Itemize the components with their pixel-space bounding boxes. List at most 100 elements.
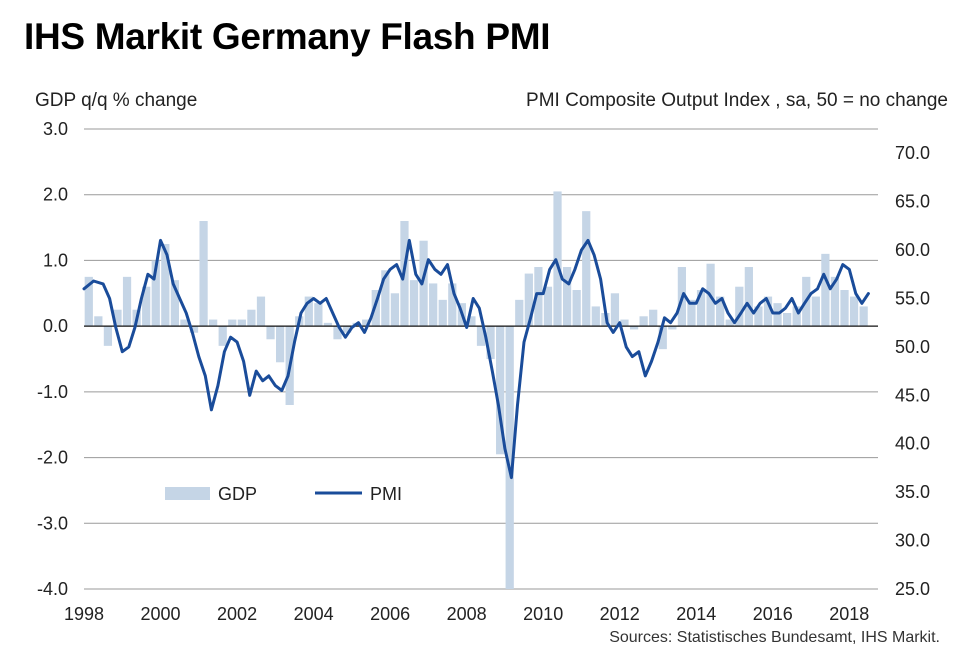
gdp-bar bbox=[84, 276, 93, 327]
x-tick-label: 2016 bbox=[753, 604, 793, 624]
gdp-bar bbox=[476, 326, 486, 346]
x-tick-label: 2000 bbox=[141, 604, 181, 624]
x-tick-label: 2018 bbox=[829, 604, 869, 624]
right-tick-label: 55.0 bbox=[895, 288, 930, 308]
gdp-bar bbox=[639, 316, 648, 327]
gdp-bar bbox=[381, 270, 390, 327]
gdp-bar bbox=[228, 319, 237, 327]
left-tick-label: -3.0 bbox=[37, 513, 68, 533]
right-tick-label: 30.0 bbox=[895, 531, 930, 551]
gdp-bar bbox=[610, 293, 620, 327]
gdp-bar bbox=[314, 303, 323, 327]
gdp-bar bbox=[333, 326, 342, 340]
left-tick-label: -2.0 bbox=[37, 448, 68, 468]
gdp-bar bbox=[830, 276, 840, 327]
gdp-bar bbox=[496, 326, 505, 455]
gdp-bar bbox=[591, 306, 600, 327]
gdp-bar bbox=[362, 319, 371, 327]
right-tick-label: 25.0 bbox=[895, 579, 930, 599]
gdp-bar bbox=[792, 306, 801, 327]
gdp-bar bbox=[515, 299, 524, 327]
left-tick-label: 3.0 bbox=[43, 119, 68, 139]
x-tick-label: 2008 bbox=[447, 604, 487, 624]
gdp-bar bbox=[582, 211, 591, 327]
gdp-bar bbox=[687, 299, 696, 327]
gdp-bar bbox=[209, 319, 218, 327]
gdp-bar bbox=[170, 280, 179, 327]
gdp-bar bbox=[94, 316, 103, 327]
left-tick-labels: 3.0 2.0 1.0 0.0 -1.0 -2.0 -3.0 -4.0 bbox=[37, 119, 68, 599]
x-tick-label: 2014 bbox=[676, 604, 716, 624]
gdp-bar bbox=[763, 296, 773, 327]
gdp-bar bbox=[142, 286, 151, 327]
right-tick-label: 40.0 bbox=[895, 434, 930, 454]
left-tick-label: -4.0 bbox=[37, 579, 68, 599]
gdp-bar bbox=[562, 267, 572, 327]
gdp-bar bbox=[553, 191, 562, 327]
gdp-bar bbox=[486, 326, 495, 359]
gdp-bar bbox=[505, 326, 514, 589]
left-axis-label: GDP q/q % change bbox=[35, 90, 198, 111]
gdp-bar bbox=[237, 319, 246, 327]
right-tick-label: 35.0 bbox=[895, 482, 930, 502]
gdp-bar bbox=[840, 290, 849, 327]
source-note: Sources: Statistisches Bundesamt, IHS Ma… bbox=[609, 629, 940, 646]
gdp-bar bbox=[744, 267, 753, 327]
gdp-bar bbox=[467, 316, 476, 327]
left-tick-label: 2.0 bbox=[43, 185, 68, 205]
gdp-bar bbox=[524, 273, 533, 327]
gdp-bar bbox=[256, 296, 266, 327]
gdp-bars bbox=[84, 191, 868, 589]
gdp-bar bbox=[811, 296, 820, 327]
x-tick-label: 1998 bbox=[64, 604, 104, 624]
gdp-bar bbox=[266, 326, 275, 340]
gdp-bar bbox=[849, 296, 859, 327]
gdp-bar bbox=[438, 299, 447, 327]
gdp-bar bbox=[668, 326, 677, 330]
legend-gdp-label: GDP bbox=[218, 484, 257, 504]
x-tick-label: 2006 bbox=[370, 604, 410, 624]
left-tick-label: -1.0 bbox=[37, 382, 68, 402]
gdp-bar bbox=[783, 313, 792, 327]
right-axis-label: PMI Composite Output Index , sa, 50 = no… bbox=[526, 90, 948, 111]
gdp-bar bbox=[342, 326, 352, 333]
gdp-bar bbox=[859, 306, 868, 327]
gdp-bar bbox=[180, 319, 189, 327]
gdp-bar bbox=[448, 283, 457, 327]
gdp-bar bbox=[696, 290, 706, 327]
legend: GDP PMI bbox=[165, 484, 402, 504]
legend-pmi-label: PMI bbox=[370, 484, 402, 504]
gdp-bar bbox=[199, 221, 208, 327]
right-tick-label: 60.0 bbox=[895, 240, 930, 260]
gdp-bar bbox=[534, 267, 543, 327]
gdp-bar bbox=[629, 326, 639, 330]
gdp-bar bbox=[151, 260, 160, 327]
gdp-bar bbox=[189, 326, 199, 333]
gdp-bar bbox=[754, 306, 763, 327]
right-tick-label: 65.0 bbox=[895, 192, 930, 212]
left-tick-label: 1.0 bbox=[43, 250, 68, 270]
gdp-bar bbox=[161, 244, 170, 327]
gdp-bar bbox=[773, 303, 782, 327]
pmi-series-line bbox=[82, 238, 870, 480]
x-tick-label: 2002 bbox=[217, 604, 257, 624]
pmi-line bbox=[82, 238, 870, 480]
grid-lines bbox=[84, 128, 878, 590]
x-tick-label: 2010 bbox=[523, 604, 563, 624]
gdp-bar bbox=[716, 296, 725, 327]
gdp-bar bbox=[735, 286, 744, 327]
gdp-bar bbox=[620, 319, 629, 327]
x-tick-label: 2012 bbox=[600, 604, 640, 624]
right-tick-label: 70.0 bbox=[895, 143, 930, 163]
left-tick-label: 0.0 bbox=[43, 316, 68, 336]
right-tick-label: 50.0 bbox=[895, 337, 930, 357]
gdp-bar bbox=[649, 309, 658, 327]
gdp-bar bbox=[572, 290, 581, 327]
x-tick-labels: 1998 2000 2002 2004 2006 2008 2010 2012 2014 2016… bbox=[64, 604, 869, 624]
gdp-bar bbox=[218, 326, 227, 346]
right-tick-label: 45.0 bbox=[895, 385, 930, 405]
right-tick-labels: 70.0 65.0 60.0 55.0 50.0 45.0 40.0 35.0 30.0 25.0 bbox=[895, 143, 930, 599]
gdp-bar bbox=[103, 326, 113, 346]
gdp-bar bbox=[409, 280, 419, 327]
